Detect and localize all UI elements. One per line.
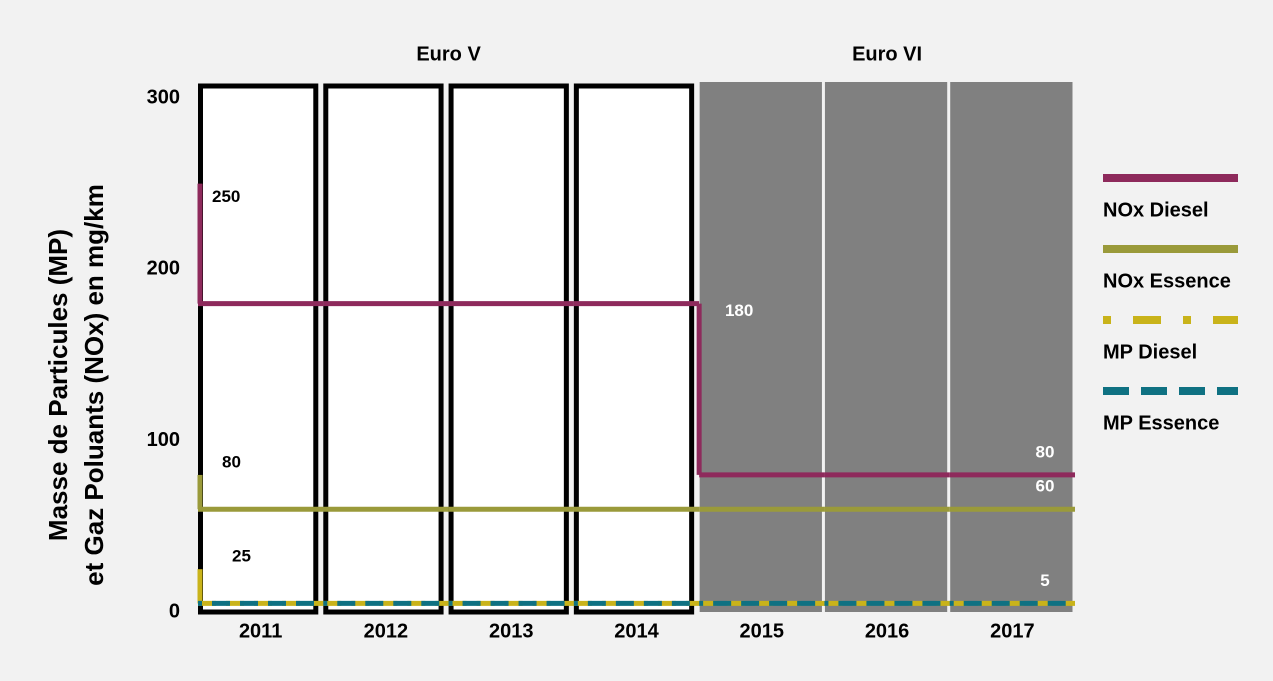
x-tick-label: 2012: [364, 620, 409, 642]
data-label: 250: [212, 187, 240, 206]
y-tick-label: 0: [169, 600, 180, 622]
x-tick-label: 2015: [740, 620, 785, 642]
legend-label: MP Diesel: [1103, 341, 1197, 363]
x-tick-label: 2016: [865, 620, 910, 642]
period-column: [198, 83, 319, 615]
period-column: [699, 82, 822, 612]
data-label: 5: [1040, 571, 1049, 590]
data-label: 60: [1036, 477, 1055, 496]
y-axis-title-line: et Gaz Poluants (NOx) en mg/km: [79, 184, 109, 586]
y-axis-title: Masse de Particules (MP) et Gaz Poluants …: [43, 184, 109, 586]
period-column: [323, 83, 444, 615]
y-tick-label: 200: [147, 258, 180, 280]
data-label: 180: [725, 301, 753, 320]
period-column: [573, 83, 695, 615]
y-tick-label: 100: [147, 429, 180, 451]
legend-label: NOx Diesel: [1103, 199, 1209, 221]
x-tick-label: 2014: [614, 620, 659, 642]
data-label: 80: [222, 452, 241, 471]
legend-label: MP Essence: [1103, 412, 1219, 434]
period-column: [950, 82, 1073, 612]
data-label: 25: [232, 547, 251, 566]
period-label: Euro V: [416, 43, 481, 65]
legend-label: NOx Essence: [1103, 270, 1231, 292]
x-tick-label: 2011: [239, 620, 282, 642]
y-tick-label: 300: [147, 86, 180, 108]
data-label: 80: [1036, 442, 1055, 461]
x-tick-label: 2017: [990, 620, 1035, 642]
period-label: Euro VI: [852, 43, 922, 65]
period-column: [824, 82, 948, 612]
period-column: [448, 83, 569, 615]
y-axis-title-line: Masse de Particules (MP): [43, 229, 73, 541]
x-tick-label: 2013: [489, 620, 534, 642]
